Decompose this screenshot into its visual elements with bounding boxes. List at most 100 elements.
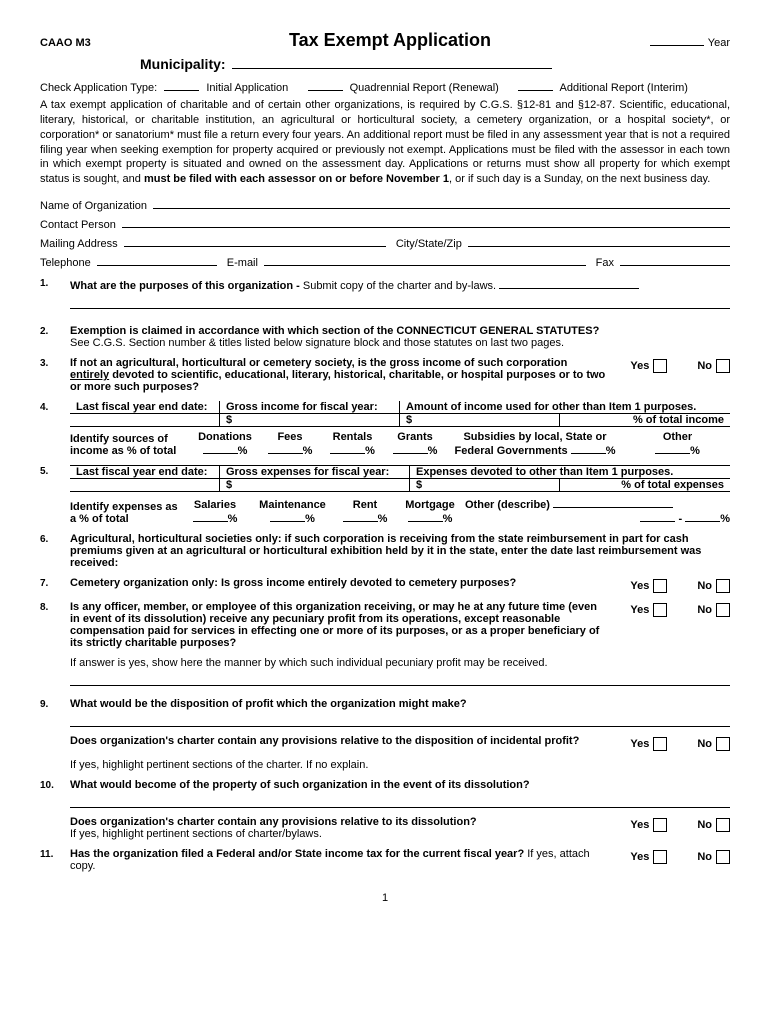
contact-blank[interactable] — [122, 216, 730, 228]
q10-row: 10. What would become of the property of… — [40, 779, 730, 791]
q9-sub-row: Does organization's charter contain any … — [40, 735, 730, 751]
telephone-label: Telephone — [40, 257, 91, 269]
check-opt1: Initial Application — [206, 82, 288, 94]
q5-other: Other (describe) - % — [465, 496, 730, 525]
check-interim-blank[interactable] — [518, 80, 553, 91]
check-renewal-blank[interactable] — [308, 80, 343, 91]
q3-body: If not an agricultural, horticultural or… — [70, 357, 608, 393]
q9-yn: Yes No — [618, 735, 730, 751]
q8-body: Is any officer, member, or employee of t… — [70, 601, 608, 649]
q8-no[interactable]: No — [697, 603, 730, 617]
mailing-blank[interactable] — [124, 235, 386, 247]
q10-no[interactable]: No — [697, 818, 730, 832]
q1-row: 1. What are the purposes of this organiz… — [40, 277, 730, 309]
q7-yn: Yes No — [618, 577, 730, 593]
municipality-blank[interactable] — [232, 55, 552, 69]
q9-blank-line[interactable] — [70, 713, 730, 727]
checkbox-icon[interactable] — [653, 850, 667, 864]
q11-no[interactable]: No — [697, 850, 730, 864]
csz-blank[interactable] — [468, 235, 730, 247]
q11-row: 11. Has the organization filed a Federal… — [40, 848, 730, 872]
q8-blank-line[interactable] — [70, 672, 730, 686]
q10-blank-line[interactable] — [70, 794, 730, 808]
q4-c3: Amount of income used for other than Ite… — [400, 401, 730, 413]
q5-rent: Rent% — [335, 499, 395, 525]
telephone-blank[interactable] — [97, 254, 217, 266]
q5-dollar2[interactable]: $ — [410, 479, 560, 491]
q9-sub: Does organization's charter contain any … — [70, 735, 608, 751]
q11-num: 11. — [40, 848, 70, 872]
q2-num: 2. — [40, 325, 70, 349]
checkbox-icon[interactable] — [716, 603, 730, 617]
q5-c3: Expenses devoted to other than Item 1 pu… — [410, 466, 730, 478]
q6-body: Agricultural, horticultural societies on… — [70, 533, 730, 569]
q9-no[interactable]: No — [697, 737, 730, 751]
q8-row: 8. Is any officer, member, or employee o… — [40, 601, 730, 649]
q10-sub-row: Does organization's charter contain any … — [40, 816, 730, 840]
checkbox-icon[interactable] — [716, 818, 730, 832]
q3-yes[interactable]: Yes — [630, 359, 667, 373]
q1-body: What are the purposes of this organizati… — [70, 277, 730, 309]
q1-blank[interactable] — [499, 277, 639, 289]
intro-tail: , or if such day is a Sunday, on the nex… — [449, 173, 710, 185]
q7-body: Cemetery organization only: Is gross inc… — [70, 577, 608, 593]
email-blank[interactable] — [264, 254, 586, 266]
fax-blank[interactable] — [620, 254, 730, 266]
checkbox-icon[interactable] — [716, 850, 730, 864]
checkbox-icon[interactable] — [653, 818, 667, 832]
q3-no[interactable]: No — [697, 359, 730, 373]
q3-row: 3. If not an agricultural, horticultural… — [40, 357, 730, 393]
q5-row: 5. Last fiscal year end date: Gross expe… — [40, 465, 730, 525]
q4-dollar2[interactable]: $ — [400, 414, 560, 426]
checkbox-icon[interactable] — [653, 737, 667, 751]
q8-yn: Yes No — [618, 601, 730, 649]
q1-num: 1. — [40, 277, 70, 309]
q4-num: 4. — [40, 401, 70, 457]
q4-grants: Grants% — [385, 431, 445, 457]
checkbox-icon[interactable] — [653, 579, 667, 593]
q8-yes[interactable]: Yes — [630, 603, 667, 617]
q4-donations: Donations% — [190, 431, 260, 457]
checkbox-icon[interactable] — [716, 737, 730, 751]
q4-c2: Gross income for fiscal year: — [220, 401, 400, 413]
q10-yes[interactable]: Yes — [630, 818, 667, 832]
mailing-label: Mailing Address — [40, 238, 118, 250]
q1-line2[interactable] — [70, 295, 730, 309]
check-initial-blank[interactable] — [164, 80, 199, 91]
q11-yn: Yes No — [618, 848, 730, 872]
check-opt3: Additional Report (Interim) — [560, 82, 688, 94]
q10-num: 10. — [40, 779, 70, 791]
q7-row: 7. Cemetery organization only: Is gross … — [40, 577, 730, 593]
checkbox-icon[interactable] — [653, 359, 667, 373]
q3-l1: If not an agricultural, horticultural or… — [70, 357, 567, 369]
q5-maintenance: Maintenance% — [250, 499, 335, 525]
q7-no[interactable]: No — [697, 579, 730, 593]
q1-rest: Submit copy of the charter and by-laws. — [303, 280, 496, 292]
q9-sub2-row: If yes, highlight pertinent sections of … — [40, 759, 730, 771]
q4-other: Other% — [625, 431, 730, 457]
year-blank[interactable] — [650, 32, 704, 46]
q10-sub: Does organization's charter contain any … — [70, 816, 608, 840]
checkbox-icon[interactable] — [653, 603, 667, 617]
email-label: E-mail — [227, 257, 258, 269]
q9-yes[interactable]: Yes — [630, 737, 667, 751]
contact-row: Contact Person — [40, 216, 730, 231]
q5-exp-label: Identify expenses as a % of total — [70, 501, 180, 525]
form-code: CAAO M3 — [40, 37, 130, 49]
year-label: Year — [708, 37, 730, 49]
q5-mortgage: Mortgage% — [395, 499, 465, 525]
q10-body: What would become of the property of suc… — [70, 779, 730, 791]
check-type-row: Check Application Type: Initial Applicat… — [40, 80, 730, 94]
checkbox-icon[interactable] — [716, 579, 730, 593]
q11-yes[interactable]: Yes — [630, 850, 667, 864]
q5-salaries: Salaries% — [180, 499, 250, 525]
q4-date-blank[interactable] — [70, 414, 220, 426]
checkbox-icon[interactable] — [716, 359, 730, 373]
q5-c2: Gross expenses for fiscal year: — [220, 466, 410, 478]
name-org-blank[interactable] — [153, 197, 730, 209]
q5-date-blank[interactable] — [70, 479, 220, 491]
q7-yes[interactable]: Yes — [630, 579, 667, 593]
page-title: Tax Exempt Application — [130, 30, 650, 51]
q5-dollar1[interactable]: $ — [220, 479, 410, 491]
q4-dollar1[interactable]: $ — [220, 414, 400, 426]
